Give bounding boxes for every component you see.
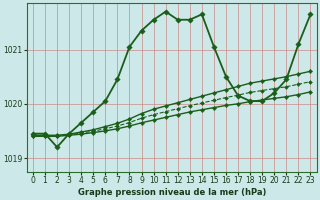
X-axis label: Graphe pression niveau de la mer (hPa): Graphe pression niveau de la mer (hPa)	[77, 188, 266, 197]
